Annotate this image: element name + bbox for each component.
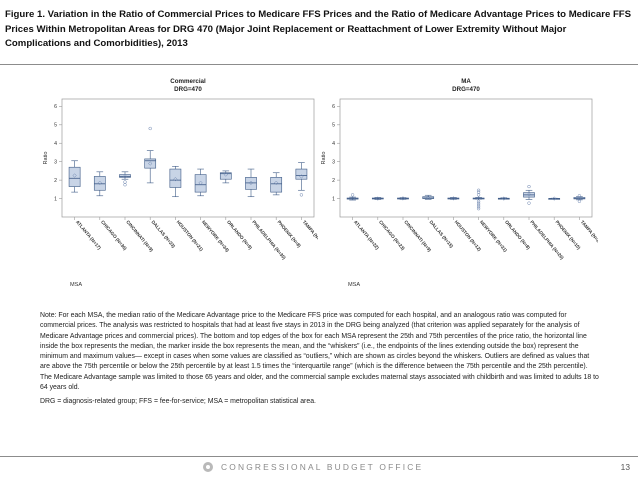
mean-marker	[400, 196, 406, 201]
header-divider	[0, 64, 638, 65]
x-category-label: PHOENIX (N=10)	[554, 219, 581, 250]
x-category-label: CHICAGO (N=23)	[378, 219, 406, 251]
y-axis-label: Ratio	[43, 151, 49, 164]
mean-marker	[274, 180, 279, 186]
mean-marker	[223, 172, 228, 177]
box-iqr	[194, 174, 207, 193]
y-tick-label: 6	[332, 104, 335, 110]
y-tick-label: 5	[332, 123, 335, 129]
mean-marker	[375, 196, 380, 201]
plot-frame	[61, 98, 315, 218]
chart-title: Commercial	[170, 78, 206, 85]
x-category-label: CINCINNATI (N=9)	[403, 219, 432, 253]
x-category-label: ATLANTA (N=22)	[353, 219, 380, 250]
abbreviations-line: DRG = diagnosis-related group; FFS = fee…	[40, 398, 316, 406]
outlier-point	[476, 188, 481, 192]
y-tick-label: 1	[54, 196, 57, 202]
mean-marker	[526, 192, 532, 197]
x-category-label: ORLANDO (N=8)	[504, 219, 531, 250]
y-tick-label: 4	[332, 141, 335, 147]
box-iqr	[68, 166, 81, 187]
x-category-label: ORLANDO (N=9)	[226, 219, 253, 250]
outlier-point	[527, 184, 531, 189]
x-category-label: NEWYORK (N=34)	[201, 219, 230, 253]
y-tick-label: 5	[54, 123, 57, 129]
figure-note: Note: For each MSA, the median ratio of …	[40, 311, 600, 412]
x-axis-label: MSA	[348, 282, 360, 288]
outlier-point	[476, 193, 481, 197]
outlier-point	[577, 194, 582, 198]
y-tick-label: 1	[332, 196, 335, 202]
footer-brand-text: CONGRESSIONAL BUDGET OFFICE	[221, 462, 424, 472]
cbo-logo-icon	[203, 462, 213, 472]
mean-marker	[350, 196, 355, 201]
outlier-point	[476, 199, 481, 203]
outlier-point	[476, 207, 481, 211]
x-category-label: CHICAGO (N=36)	[100, 219, 128, 251]
box-iqr	[119, 174, 131, 178]
y-tick-label: 6	[54, 104, 57, 110]
figure-title: Figure 1. Variation in the Ratio of Comm…	[5, 9, 632, 49]
footer: CONGRESSIONAL BUDGET OFFICE 13	[0, 462, 638, 476]
x-category-label: TAMPA (N=24)	[580, 219, 598, 246]
mean-marker	[552, 196, 557, 201]
outlier-point	[299, 193, 304, 197]
mean-marker	[122, 174, 128, 179]
x-category-label: DALLAS (N=23)	[150, 219, 176, 249]
mean-marker	[501, 196, 506, 201]
outlier-point	[476, 201, 481, 205]
outlier-point	[123, 180, 127, 184]
plot-frame	[339, 98, 593, 218]
x-category-label: HOUSTON (N=21)	[176, 219, 205, 252]
mean-marker	[426, 195, 431, 200]
x-axis-label: MSA	[70, 282, 82, 288]
chart-subtitle: DRG=470	[452, 86, 480, 93]
box-iqr	[93, 176, 106, 191]
y-tick-label: 3	[332, 159, 335, 165]
ma-chart-panel: MA DRG=470 1 2 3 4 5 6 Ratio ATLANTA (N=22) CHICAG…	[318, 72, 598, 300]
mean-marker	[451, 196, 456, 201]
mean-marker	[198, 180, 203, 186]
mean-marker	[72, 173, 77, 178]
x-category-label: CINCINNATI (N=9)	[125, 219, 154, 253]
outlier-point	[148, 126, 152, 131]
chart-subtitle: DRG=470	[174, 86, 202, 93]
outlier-point	[577, 199, 582, 203]
note-paragraph: Note: For each MSA, the median ratio of …	[40, 312, 599, 392]
outlier-point	[350, 193, 355, 197]
mean-marker	[248, 180, 254, 186]
footer-brand: CONGRESSIONAL BUDGET OFFICE	[203, 462, 423, 472]
page-number: 13	[620, 462, 630, 472]
box-iqr	[245, 177, 257, 190]
x-category-label: PHOENIX (N=8)	[276, 219, 302, 248]
mean-marker	[173, 177, 178, 182]
mean-marker	[97, 180, 102, 186]
box-iqr	[144, 158, 157, 169]
x-category-label: ATLANTA (N=17)	[75, 219, 102, 250]
y-tick-label: 4	[54, 141, 57, 147]
mean-marker	[148, 161, 153, 166]
outlier-point	[476, 205, 481, 209]
x-category-label: HOUSTON (N=12)	[454, 219, 483, 252]
box-iqr	[169, 168, 182, 188]
box-iqr	[295, 168, 308, 180]
footer-divider	[0, 456, 638, 457]
y-axis-label: Ratio	[321, 151, 327, 164]
x-category-label: NEWYORK (N=31)	[479, 219, 508, 253]
outlier-point	[476, 203, 481, 207]
chart-title: MA	[461, 78, 471, 85]
y-tick-label: 2	[332, 178, 335, 184]
y-tick-label: 2	[54, 178, 57, 184]
outlier-point	[527, 201, 531, 205]
y-tick-label: 3	[54, 159, 57, 165]
outlier-point	[476, 190, 481, 194]
x-category-label: DALLAS (N=15)	[428, 219, 454, 249]
commercial-chart-panel: Commercial DRG=470 1 2 3 4 5 6 Ratio ATLANTA (N=1…	[40, 72, 320, 300]
mean-marker	[299, 174, 304, 179]
outlier-point	[123, 183, 127, 187]
